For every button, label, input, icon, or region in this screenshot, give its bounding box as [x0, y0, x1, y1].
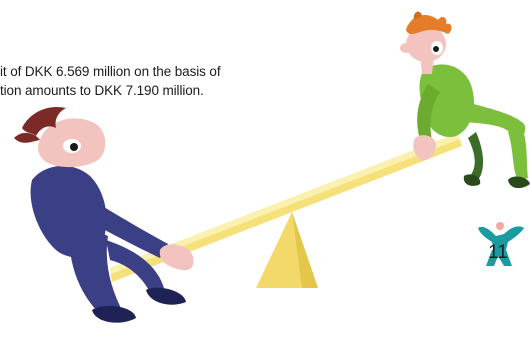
purple-man-figure — [14, 106, 194, 323]
body-text: it of DKK 6.569 million on the basis of … — [0, 62, 300, 100]
body-text-line-2: tion amounts to DKK 7.190 million. — [0, 83, 204, 98]
logo-figure-icon — [478, 222, 524, 266]
body-text-line-1: it of DKK 6.569 million on the basis of — [0, 64, 221, 79]
green-man-figure — [400, 11, 530, 189]
page-number: 11 — [488, 242, 508, 263]
